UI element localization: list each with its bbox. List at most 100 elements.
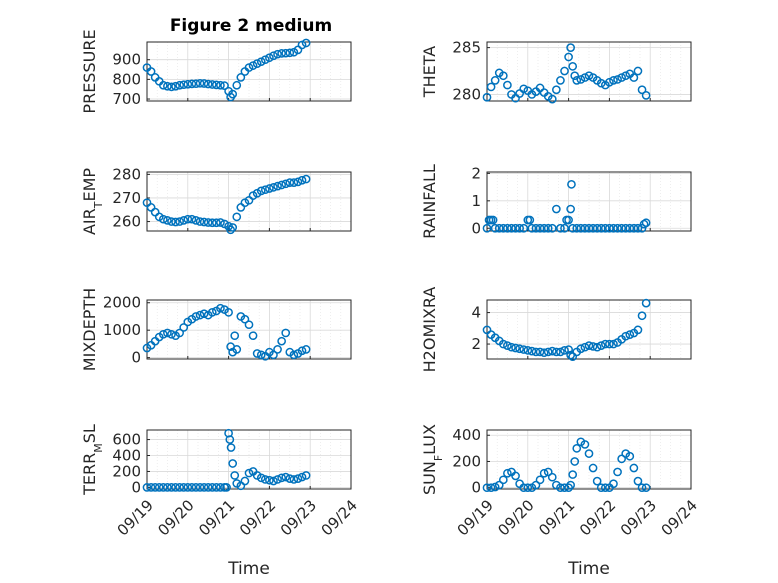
ytick-label: 260	[112, 213, 141, 231]
data-point	[535, 223, 545, 233]
data-point	[592, 223, 602, 233]
ytick-label: 4	[471, 304, 481, 322]
data-point	[572, 223, 582, 233]
data-point	[547, 223, 557, 233]
data-point	[580, 342, 590, 352]
ytick-label: 285	[452, 39, 481, 57]
data-point	[560, 66, 569, 76]
data-point	[567, 179, 576, 189]
data-point	[269, 350, 278, 360]
data-point	[531, 480, 541, 490]
data-point	[191, 216, 201, 225]
data-point	[596, 341, 606, 350]
data-point	[539, 468, 549, 478]
ytick-label: 2	[471, 335, 481, 353]
axes-box	[486, 171, 692, 232]
data-point	[633, 325, 643, 335]
data-point	[490, 223, 500, 233]
data-point	[637, 85, 647, 95]
data-point	[252, 59, 262, 68]
data-point	[212, 483, 221, 492]
ytick-label: 1000	[103, 321, 141, 339]
data-point	[564, 215, 573, 225]
data-point	[260, 55, 270, 65]
series-markers	[482, 43, 651, 104]
figure-title: Figure 2 medium	[170, 16, 332, 36]
data-point	[289, 350, 299, 360]
data-point	[195, 217, 205, 226]
data-point	[265, 475, 274, 485]
data-point	[625, 451, 635, 461]
data-point	[226, 225, 235, 235]
data-point	[609, 76, 618, 85]
data-point	[556, 347, 565, 357]
data-point	[163, 216, 172, 225]
data-point	[498, 71, 508, 81]
data-point	[523, 345, 533, 355]
data-point	[596, 78, 606, 88]
data-point	[230, 331, 240, 341]
data-point	[191, 312, 201, 321]
data-point	[301, 174, 311, 184]
data-point	[625, 330, 635, 339]
data-point	[301, 345, 311, 354]
y-axis-label: H2OMIXRA	[420, 287, 439, 373]
data-point	[641, 298, 651, 308]
data-point	[519, 223, 529, 233]
data-point	[576, 344, 586, 354]
data-point	[240, 476, 250, 486]
data-point	[224, 307, 233, 317]
data-point	[199, 483, 209, 492]
data-point	[600, 223, 610, 233]
data-point	[617, 73, 626, 82]
data-point	[179, 323, 189, 332]
data-point	[226, 443, 236, 452]
data-point	[244, 468, 254, 478]
data-point	[232, 345, 242, 354]
y-axis-label: SUNFLUX	[420, 424, 445, 495]
data-point	[207, 218, 217, 228]
data-point	[183, 483, 193, 492]
data-point	[576, 223, 586, 233]
data-point	[187, 214, 197, 224]
data-point	[511, 343, 520, 353]
data-point	[486, 483, 496, 493]
data-point	[633, 476, 643, 486]
data-point	[507, 342, 516, 352]
data-point	[633, 66, 643, 76]
data-point	[277, 336, 286, 346]
data-point	[609, 479, 618, 489]
data-point	[216, 80, 225, 90]
data-point	[154, 483, 164, 492]
data-point	[503, 80, 512, 90]
data-point	[572, 444, 582, 453]
data-point	[273, 475, 282, 484]
data-point	[244, 63, 254, 72]
data-point	[158, 80, 168, 90]
data-point	[277, 473, 286, 483]
data-point	[617, 223, 626, 233]
data-point	[570, 457, 580, 466]
data-point	[641, 91, 651, 100]
data-point	[580, 223, 590, 233]
data-point	[605, 339, 614, 349]
data-point	[552, 204, 561, 214]
ytick-label: 280	[112, 165, 141, 183]
data-point	[277, 49, 286, 58]
data-point	[240, 314, 250, 324]
ytick-label: 600	[112, 431, 141, 449]
data-point	[527, 346, 537, 356]
series-markers	[142, 428, 311, 492]
data-point	[566, 480, 575, 490]
data-point	[525, 215, 535, 225]
data-point	[216, 483, 225, 492]
data-point	[297, 472, 307, 482]
ytick-label: 270	[112, 189, 141, 207]
data-point	[297, 346, 307, 356]
series-markers	[142, 38, 311, 102]
axes-box	[146, 299, 352, 360]
subplot-air-temp: 260 270 280 AIRTEMP	[80, 165, 352, 235]
data-point	[256, 186, 266, 196]
data-point	[543, 347, 553, 357]
data-point	[547, 346, 557, 356]
